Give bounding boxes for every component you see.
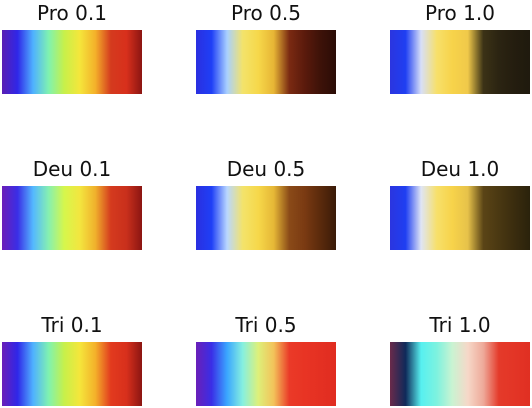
panel-title: Deu 0.5 xyxy=(226,157,306,181)
gradient-swatch xyxy=(2,30,142,94)
panel-title: Tri 0.5 xyxy=(235,313,297,337)
gradient-swatch xyxy=(2,342,142,406)
panel-title: Pro 1.0 xyxy=(425,1,495,25)
gradient-swatch xyxy=(390,342,530,406)
panel-title: Pro 0.1 xyxy=(37,1,107,25)
gradient-swatch xyxy=(196,186,336,250)
gradient-swatch xyxy=(2,186,142,250)
panel-title: Deu 1.0 xyxy=(420,157,500,181)
gradient-swatch xyxy=(390,30,530,94)
gradient-swatch xyxy=(196,30,336,94)
panel-title: Deu 0.1 xyxy=(32,157,112,181)
gradient-swatch xyxy=(196,342,336,406)
gradient-swatch xyxy=(390,186,530,250)
panel-title: Tri 0.1 xyxy=(41,313,103,337)
panel-title: Tri 1.0 xyxy=(429,313,491,337)
panel-title: Pro 0.5 xyxy=(231,1,301,25)
